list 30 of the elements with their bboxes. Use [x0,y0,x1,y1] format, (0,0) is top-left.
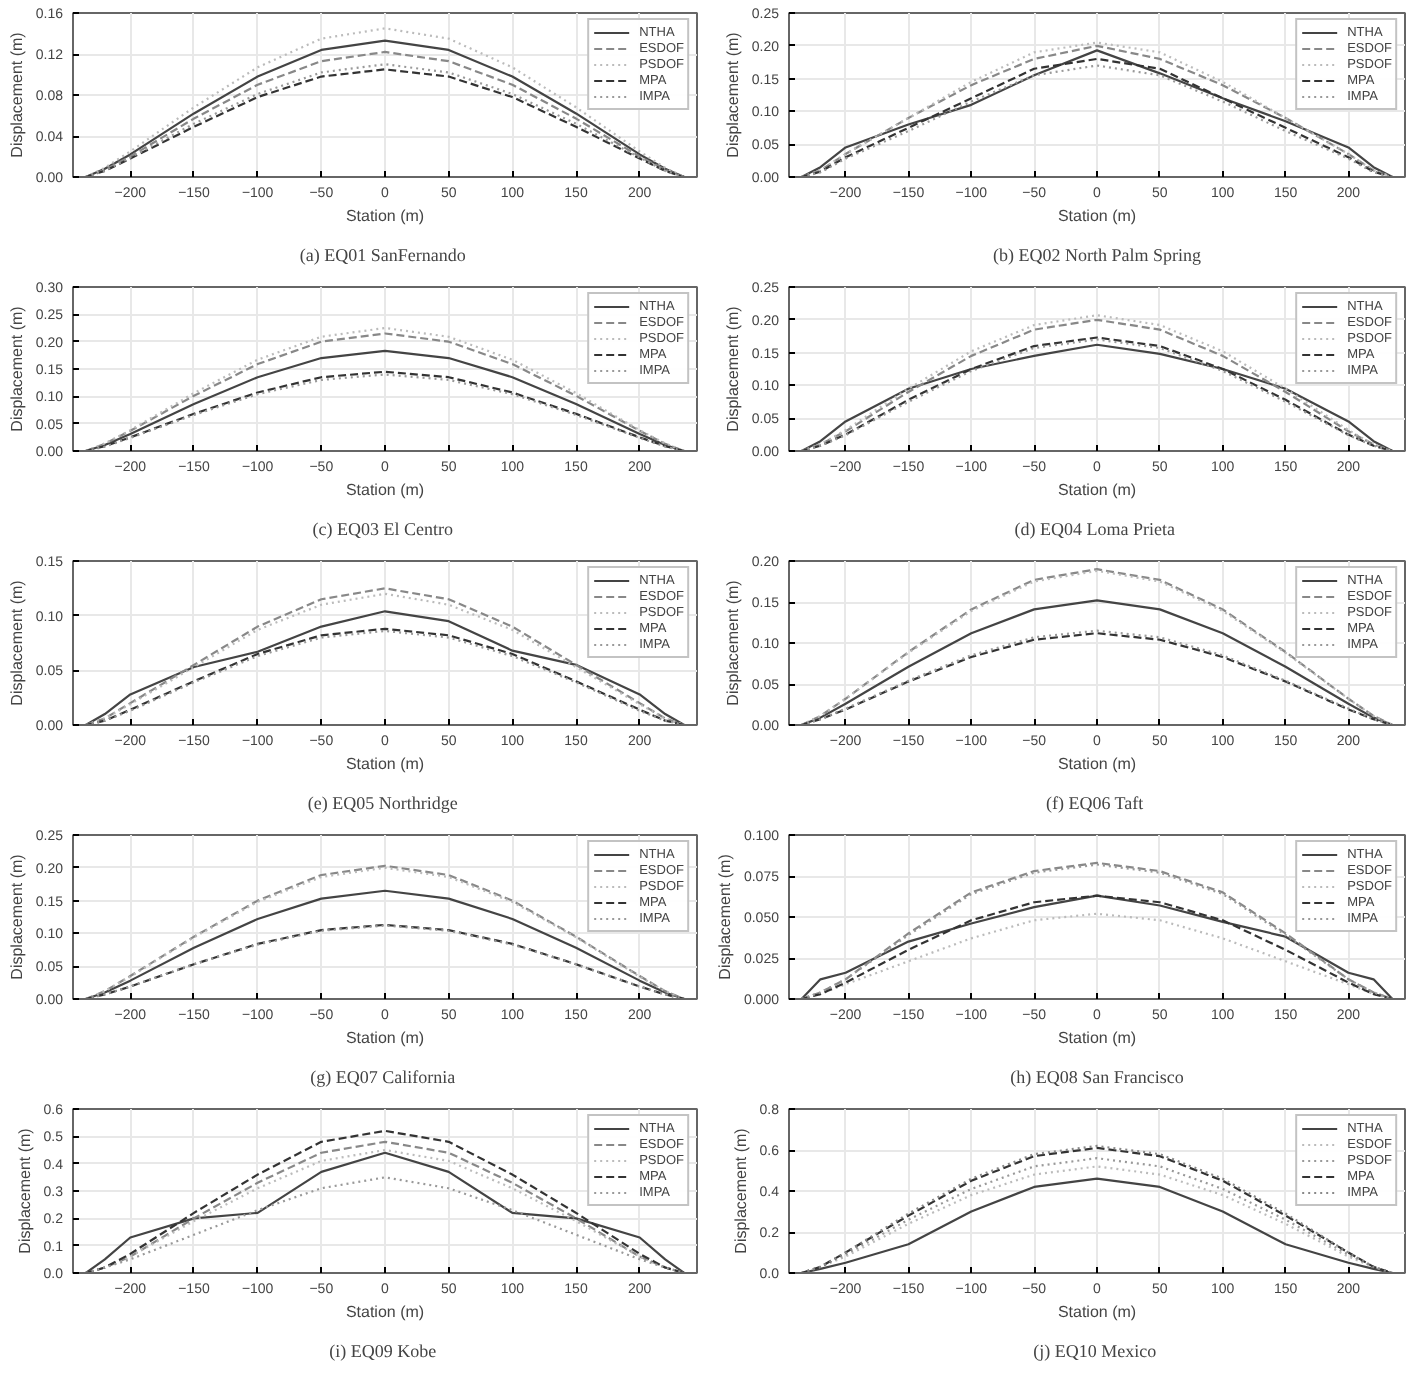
text: (h) EQ08 San Francisco [1010,1067,1185,1087]
x-axis-title: Station (m) [1057,481,1137,499]
y-axis-title: Displacement (m) [7,305,26,432]
text: (b) EQ02 North Palm Spring [993,245,1202,265]
x-axis-title: Station (m) [345,481,425,499]
y-axis-title: Displacement (m) [715,853,734,980]
x-axis-title: Station (m) [1057,207,1137,225]
text: (g) EQ07 California [310,1067,456,1087]
x-axis-title: Station (m) [345,755,425,773]
text: (c) EQ03 El Centro [312,519,454,539]
text: (d) EQ04 Loma Prieta [1014,519,1175,539]
x-axis-title: Station (m) [345,207,425,225]
x-axis-title: Station (m) [345,1029,425,1047]
x-axis-title: Station (m) [1057,755,1137,773]
y-axis-title: Displacement (m) [723,305,742,432]
y-axis-title: Displacement (m) [7,579,26,706]
text: (j) EQ10 Mexico [1033,1341,1158,1361]
y-axis-title: Displacement (m) [723,579,742,706]
x-axis-title: Station (m) [1057,1029,1137,1047]
x-axis-title: Station (m) [1057,1303,1137,1321]
text: (a) EQ01 SanFernando [299,245,467,265]
text: (i) EQ09 Kobe [329,1341,437,1361]
text: (f) EQ06 Taft [1045,793,1145,813]
y-axis-title: Displacement (m) [15,1127,34,1254]
y-axis-title: Displacement (m) [7,853,26,980]
y-axis-title: Displacement (m) [731,1127,750,1254]
x-axis-title: Station (m) [345,1303,425,1321]
y-axis-title: Displacement (m) [7,31,26,158]
text: (e) EQ05 Northridge [307,793,458,813]
y-axis-title: Displacement (m) [723,31,742,158]
